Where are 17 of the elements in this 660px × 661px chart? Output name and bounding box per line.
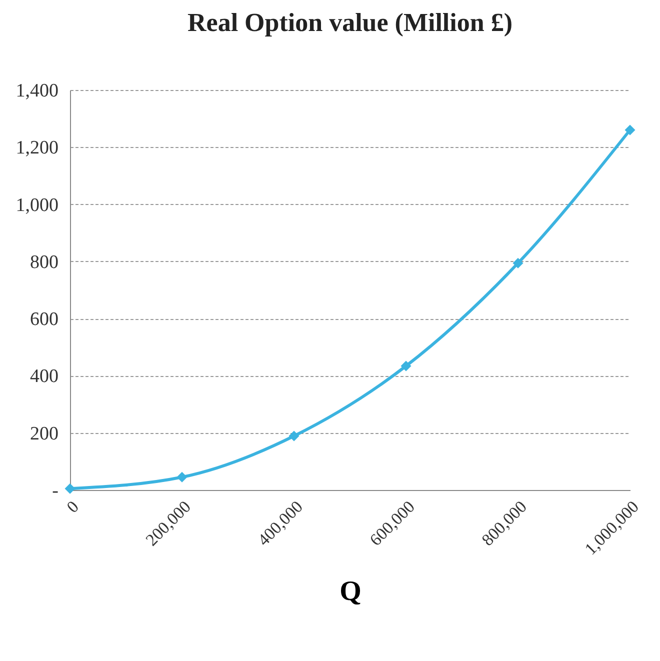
y-tick-label: 600 <box>30 309 58 330</box>
y-tick-label: - <box>52 480 58 502</box>
point <box>512 258 524 268</box>
y-tick-label: 1,400 <box>16 80 58 102</box>
y-tick-label: 800 <box>30 252 58 273</box>
y-tick-label: 200 <box>30 423 58 444</box>
point <box>624 124 636 136</box>
y-tick-label: 1,200 <box>16 138 58 159</box>
y-tick-label: 1,000 <box>16 194 58 216</box>
y-tick-label: 400 <box>30 366 58 388</box>
chart-title: Real Option value (Million £) <box>188 8 512 37</box>
point <box>176 472 188 482</box>
x-tick-label: 0 <box>63 497 83 517</box>
x-axis-title: Q <box>340 576 362 607</box>
point <box>288 430 300 442</box>
point <box>400 360 412 372</box>
point <box>64 483 76 494</box>
